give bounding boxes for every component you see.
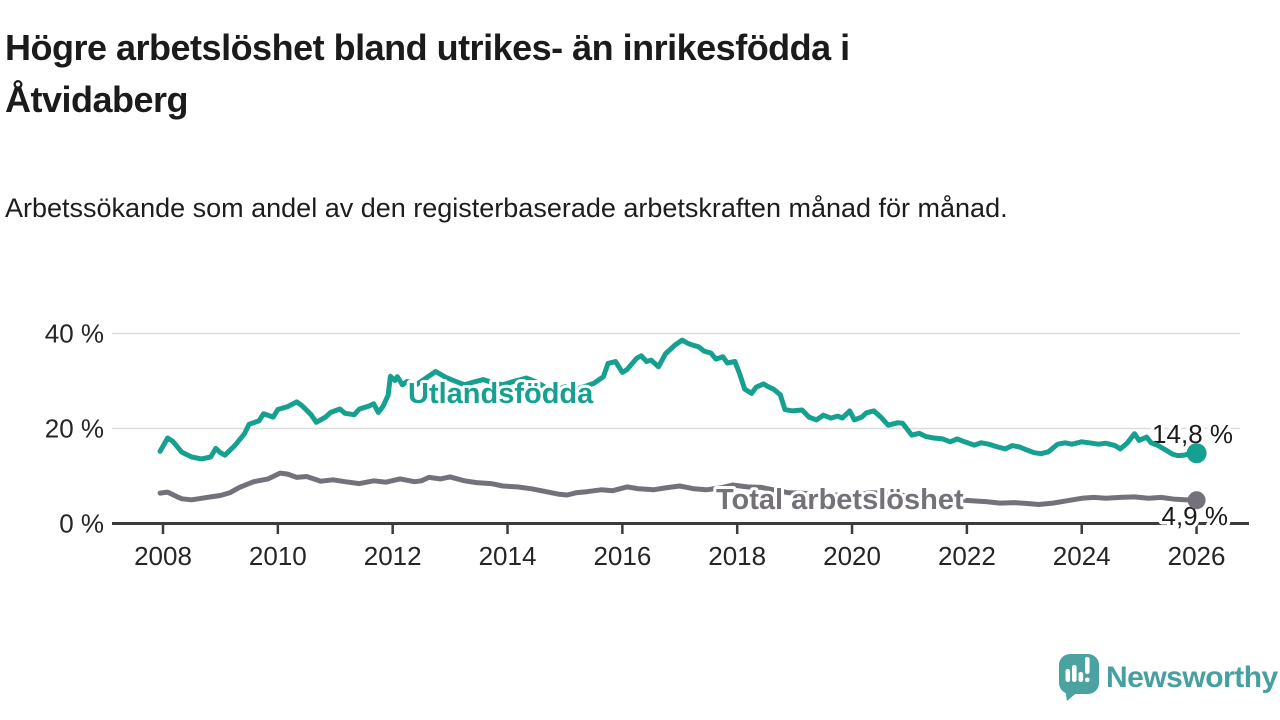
newsworthy-logo: Newsworthy — [1059, 654, 1279, 701]
y-tick-labels: 0 % 20 % 40 % — [45, 319, 104, 539]
series-end-dot-1 — [1187, 491, 1206, 510]
chart-title: Högre arbetslöshet bland utrikes- än inr… — [5, 27, 850, 120]
x-tick-label: 2026 — [1168, 541, 1226, 571]
series-line-0 — [157, 337, 1200, 462]
x-tick-label: 2016 — [593, 541, 651, 571]
x-tick-label: 2012 — [364, 541, 422, 571]
y-tick-label: 20 % — [45, 414, 104, 444]
x-tick-label: 2018 — [708, 541, 766, 571]
x-tick-label: 2022 — [938, 541, 996, 571]
y-tick-label: 0 % — [59, 509, 104, 539]
newsworthy-brand-text: Newsworthy — [1106, 661, 1279, 694]
x-tick-label: 2024 — [1053, 541, 1111, 571]
x-tick-label: 2008 — [134, 541, 192, 571]
x-tick-label: 2014 — [479, 541, 537, 571]
series-label-0: Utlandsfödda — [408, 378, 594, 410]
x-ticks — [161, 525, 1198, 534]
end-dots — [1186, 443, 1207, 510]
x-tick-label: 2010 — [249, 541, 307, 571]
chart-subtitle: Arbetssökande som andel av den registerb… — [5, 193, 1008, 223]
x-tick-labels: 2008 2010 2012 2014 2016 2018 2020 2022 2024 2026 — [134, 541, 1225, 571]
series-line-1 — [157, 470, 1200, 507]
series-label-1: Total arbetslöshet — [716, 484, 964, 516]
series-lines — [157, 337, 1200, 507]
newsworthy-bubble-chart-icon — [1059, 654, 1099, 701]
gridlines — [112, 332, 1240, 430]
x-tick-label: 2020 — [823, 541, 881, 571]
series-end-dot-0 — [1186, 443, 1207, 464]
y-tick-label: 40 % — [45, 319, 104, 349]
